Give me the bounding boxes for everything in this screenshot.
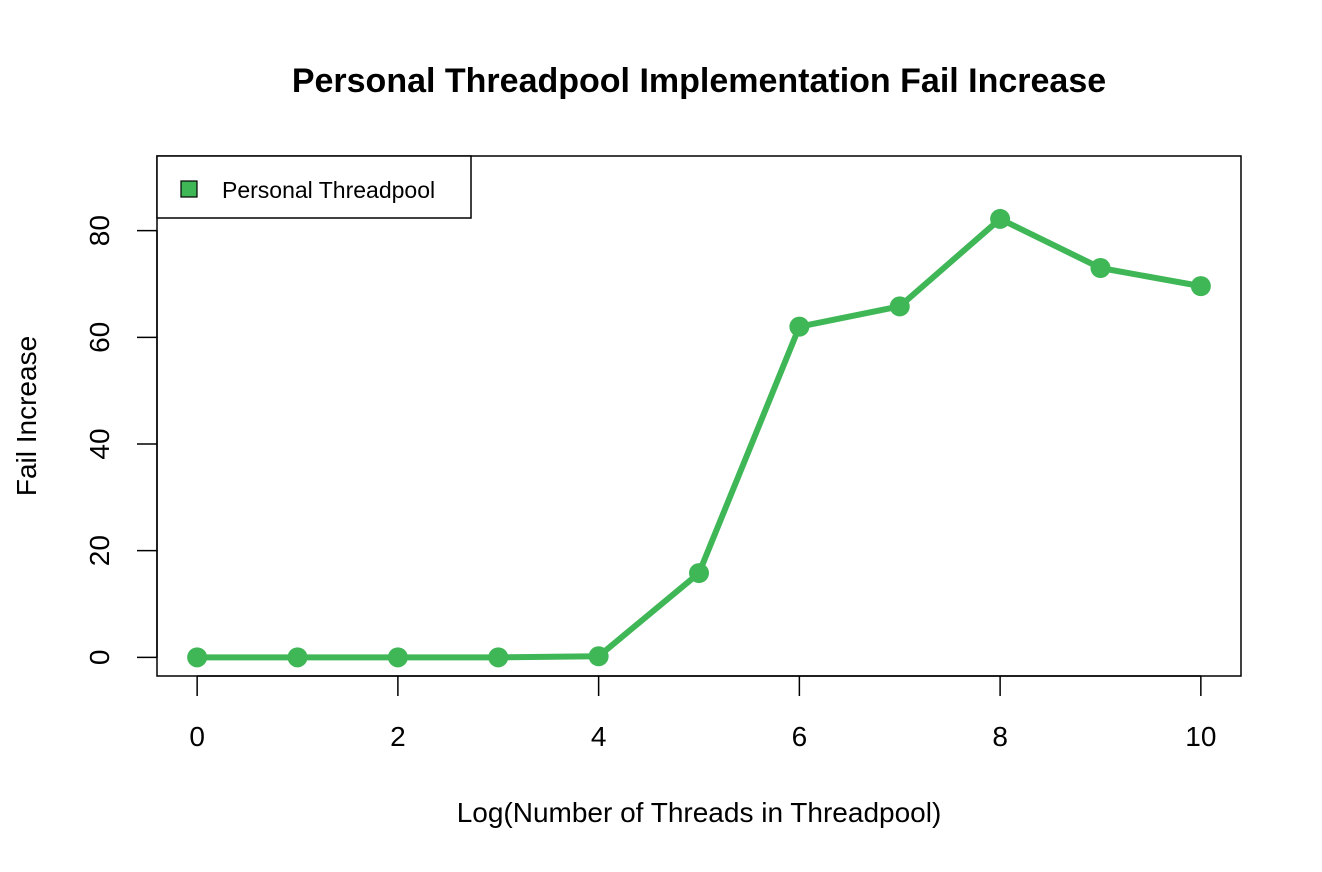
data-point [287, 647, 308, 668]
x-tick-label: 6 [792, 721, 808, 752]
data-point [689, 563, 709, 584]
data-point [1190, 276, 1211, 297]
x-tick-label: 10 [1185, 721, 1216, 752]
x-tick-label: 0 [189, 721, 205, 752]
x-axis: 0 2 4 6 8 10 [189, 675, 1216, 752]
x-tick-label: 8 [992, 721, 1008, 752]
data-point [588, 646, 609, 667]
y-tick-label: 40 [84, 428, 115, 459]
data-point [990, 208, 1011, 229]
data-point [187, 647, 208, 668]
series-layer [187, 208, 1211, 668]
legend-swatch [180, 180, 198, 198]
x-axis-label: Log(Number of Threads in Threadpool) [457, 797, 942, 828]
data-point [889, 296, 910, 317]
plot-frame [156, 155, 1242, 677]
legend: Personal Threadpool [156, 155, 472, 219]
data-point [387, 647, 408, 668]
data-point [1090, 258, 1111, 278]
chart-title: Personal Threadpool Implementation Fail … [292, 62, 1106, 100]
data-point [488, 647, 509, 668]
legend-box [156, 155, 472, 219]
legend-label: Personal Threadpool [222, 177, 435, 203]
data-point [789, 316, 810, 337]
x-tick-label: 2 [390, 721, 406, 752]
x-tick-label: 4 [591, 721, 607, 752]
y-axis-label: Fail Increase [11, 336, 42, 496]
y-tick-label: 0 [84, 650, 115, 666]
y-tick-label: 80 [84, 215, 115, 246]
series-line [194, 215, 1204, 661]
y-tick-label: 60 [84, 322, 115, 353]
y-tick-label: 20 [84, 535, 115, 566]
y-axis: 0 20 40 60 80 [84, 215, 158, 666]
